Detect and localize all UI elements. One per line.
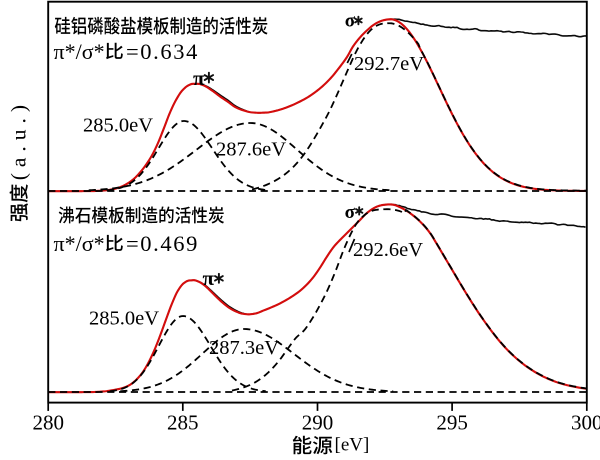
svg-text:292.7eV: 292.7eV bbox=[354, 53, 424, 75]
svg-text:285.0eV: 285.0eV bbox=[89, 308, 159, 330]
svg-text:285.0eV: 285.0eV bbox=[83, 115, 153, 137]
svg-text:=0.634: =0.634 bbox=[126, 39, 199, 64]
svg-text:π: π bbox=[203, 266, 215, 290]
svg-text:π*/σ*: π*/σ* bbox=[54, 231, 105, 256]
svg-text:300: 300 bbox=[571, 411, 600, 435]
svg-text:=0.469: =0.469 bbox=[126, 231, 199, 256]
svg-text:280: 280 bbox=[32, 411, 64, 435]
svg-text:σ: σ bbox=[345, 202, 356, 223]
svg-text:287.3eV: 287.3eV bbox=[209, 337, 279, 359]
svg-text:σ: σ bbox=[345, 10, 356, 31]
svg-text:(a.u.): (a.u.) bbox=[6, 99, 30, 180]
svg-text:[eV]: [eV] bbox=[335, 435, 370, 456]
svg-text:π*/σ*: π*/σ* bbox=[54, 39, 105, 64]
svg-text:292.6eV: 292.6eV bbox=[353, 239, 423, 261]
svg-text:π: π bbox=[193, 66, 205, 90]
svg-text:285: 285 bbox=[167, 411, 199, 435]
svg-text:290: 290 bbox=[302, 411, 334, 435]
svg-text:287.6eV: 287.6eV bbox=[216, 139, 286, 161]
svg-text:295: 295 bbox=[436, 411, 468, 435]
